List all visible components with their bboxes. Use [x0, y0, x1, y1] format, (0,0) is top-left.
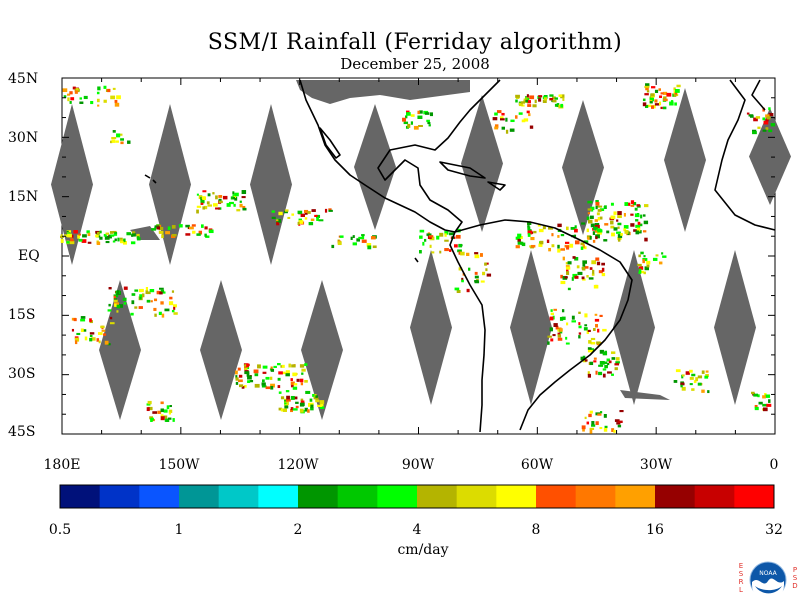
no-data-swath: [749, 108, 791, 205]
coastline: [454, 219, 633, 431]
no-data-swath: [301, 280, 343, 420]
no-data-swath: [250, 104, 292, 265]
colorbar-label-8: 8: [531, 522, 541, 538]
lon-label-180e: 180E: [43, 457, 81, 473]
noaa-emblem-icon: NOAA: [749, 561, 787, 599]
coastline: [439, 161, 486, 179]
map-date: December 25, 2008: [340, 55, 490, 73]
lat-label-45n: 45N: [8, 71, 39, 87]
lat-label-15n: 15N: [8, 189, 39, 205]
svg-text:NOAA: NOAA: [759, 570, 777, 577]
no-data-swath-gaps: [51, 80, 791, 420]
colorbar-label-2: 2: [293, 522, 303, 538]
lon-label-120w: 120W: [277, 457, 319, 473]
colorbar-label-0.5: 0.5: [48, 522, 72, 538]
lon-label-30w: 30W: [639, 457, 673, 473]
lon-label-150w: 150W: [158, 457, 200, 473]
rain-areas: [60, 83, 776, 434]
colorbar-label-32: 32: [765, 522, 783, 538]
no-data-swath: [562, 100, 604, 235]
coastlines: [144, 79, 776, 433]
lat-label-45s: 45S: [8, 424, 36, 440]
no-data-swath: [410, 250, 452, 405]
lat-label-30n: 30N: [8, 130, 39, 146]
coastline: [319, 127, 341, 159]
lat-label-15s: 15S: [8, 307, 36, 323]
no-data-swath: [296, 80, 470, 104]
colorbar-label-16: 16: [646, 522, 664, 538]
coastline: [144, 174, 419, 263]
lon-label-60w: 60W: [520, 457, 554, 473]
no-data-swath: [200, 280, 242, 420]
colorbar-label-1: 1: [174, 522, 184, 538]
coastline: [714, 79, 776, 231]
coastline: [487, 181, 506, 191]
colorbar-label-4: 4: [412, 522, 422, 538]
no-data-swath: [664, 88, 706, 232]
lat-label-eq: EQ: [18, 248, 40, 264]
map-ticks: [61, 77, 776, 435]
lat-label-30s: 30S: [8, 366, 36, 382]
coastline: [377, 79, 501, 233]
no-data-swath: [510, 250, 552, 405]
coastline: [449, 231, 486, 433]
no-data-swath: [714, 250, 756, 405]
coastline: [751, 79, 766, 111]
no-data-swath: [613, 250, 655, 405]
lon-label-90w: 90W: [401, 457, 435, 473]
no-data-swath: [461, 95, 503, 232]
map-title: SSM/I Rainfall (Ferriday algorithm): [207, 30, 623, 55]
lon-label-0: 0: [769, 457, 779, 473]
coastline: [299, 79, 456, 233]
no-data-swath: [51, 104, 93, 265]
colorbar-units: cm/day: [397, 542, 449, 558]
